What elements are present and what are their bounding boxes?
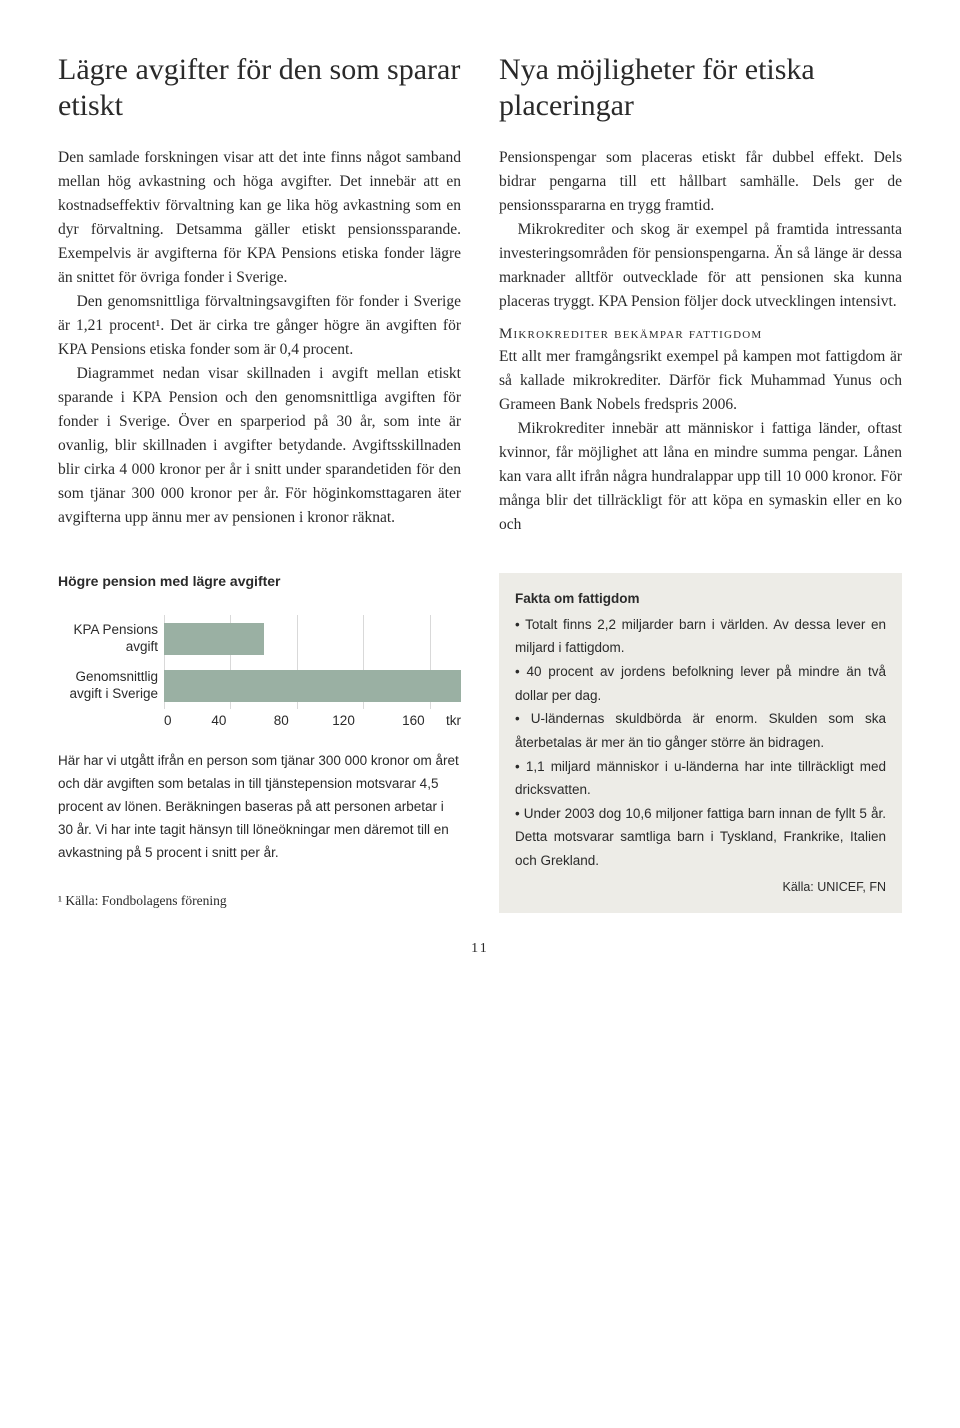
factbox-item: 1,1 miljard människor i u-länderna har i…	[515, 755, 886, 802]
left-body: Den samlade forskningen visar att det in…	[58, 146, 461, 530]
para: Mikrokrediter och skog är exempel på fra…	[499, 218, 902, 314]
y-label: Genomsnittligavgift i Sverige	[58, 669, 158, 703]
para: Ett allt mer framgångsrikt exempel på ka…	[499, 345, 902, 417]
left-column: Lägre avgifter för den som sparar etiskt…	[58, 52, 461, 537]
main-columns: Lägre avgifter för den som sparar etiskt…	[58, 52, 902, 537]
para: Pensionspengar som placeras etiskt får d…	[499, 146, 902, 218]
x-unit: tkr	[436, 713, 461, 728]
factbox-list: Totalt finns 2,2 miljarder barn i världe…	[515, 613, 886, 873]
right-column: Nya möjligheter för etiska placeringar P…	[499, 52, 902, 537]
chart-plot	[164, 615, 461, 709]
right-title: Nya möjligheter för etiska placeringar	[499, 52, 902, 124]
para: Diagrammet nedan visar skillnaden i avgi…	[58, 362, 461, 530]
factbox-item: 40 procent av jordens befolkning lever p…	[515, 660, 886, 707]
para: Den genomsnittliga förvaltningsavgiften …	[58, 290, 461, 362]
y-label: KPA Pensionsavgift	[58, 622, 158, 656]
para: Mikrokrediter innebär att människor i fa…	[499, 417, 902, 537]
left-title: Lägre avgifter för den som sparar etiskt	[58, 52, 461, 124]
chart-caption: Här har vi utgått ifrån en person som tj…	[58, 750, 461, 865]
chart: KPA Pensionsavgift Genomsnittligavgift i…	[58, 615, 461, 709]
factbox-title: Fakta om fattigdom	[515, 587, 886, 611]
x-tick: 160	[402, 713, 425, 728]
fact-box: Fakta om fattigdom Totalt finns 2,2 milj…	[499, 573, 902, 912]
x-labels: 0 40 80 120 160	[164, 713, 436, 728]
chart-bars	[164, 615, 461, 709]
bar	[164, 623, 264, 655]
lower-columns: Högre pension med lägre avgifter KPA Pen…	[58, 573, 902, 912]
x-tick: 40	[211, 713, 226, 728]
chart-title: Högre pension med lägre avgifter	[58, 573, 461, 589]
factbox-source: Källa: UNICEF, FN	[515, 877, 886, 899]
right-body: Pensionspengar som placeras etiskt får d…	[499, 146, 902, 314]
chart-y-labels: KPA Pensionsavgift Genomsnittligavgift i…	[58, 615, 164, 709]
x-tick: 0	[164, 713, 172, 728]
para: Den samlade forskningen visar att det in…	[58, 146, 461, 290]
right-body-2: Ett allt mer framgångsrikt exempel på ka…	[499, 345, 902, 537]
x-tick: 80	[274, 713, 289, 728]
x-tick: 120	[332, 713, 355, 728]
bar	[164, 670, 461, 702]
footnote: ¹ Källa: Fondbolagens förening	[58, 893, 461, 909]
subheading: MIKROKREDITER BEKÄMPAR FATTIGDOM	[499, 326, 902, 343]
factbox-item: Under 2003 dog 10,6 miljoner fattiga bar…	[515, 802, 886, 873]
factbox-column: Fakta om fattigdom Totalt finns 2,2 milj…	[499, 573, 902, 912]
factbox-item: U-ländernas skuldbörda är enorm. Skulden…	[515, 707, 886, 754]
page-number: 11	[58, 941, 902, 957]
factbox-item: Totalt finns 2,2 miljarder barn i världe…	[515, 613, 886, 660]
chart-column: Högre pension med lägre avgifter KPA Pen…	[58, 573, 461, 912]
chart-x-axis: 0 40 80 120 160 tkr	[58, 713, 461, 728]
